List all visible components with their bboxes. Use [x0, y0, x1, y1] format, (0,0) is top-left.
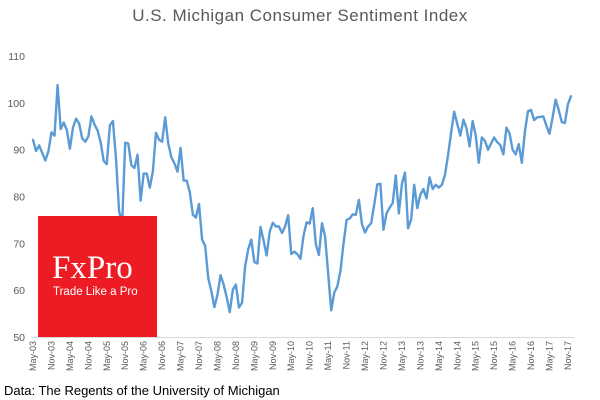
fxpro-logo-tagline: Trade Like a Pro	[53, 286, 138, 298]
x-tick-label: May-08	[212, 341, 222, 371]
x-tick-label: Nov-05	[120, 341, 130, 370]
x-tick-label: May-03	[28, 341, 38, 371]
x-tick-label: May-12	[360, 341, 370, 371]
data-source-note: Data: The Regents of the University of M…	[4, 383, 280, 398]
x-tick-label: Nov-16	[526, 341, 536, 370]
x-tick-label: May-06	[139, 341, 149, 371]
sentiment-series-line	[31, 83, 573, 314]
y-tick-label: 60	[13, 285, 25, 297]
x-tick-label: May-15	[471, 341, 481, 371]
y-tick-label: 100	[7, 98, 25, 110]
x-tick-label: May-13	[397, 341, 407, 371]
x-tick-label: Nov-14	[452, 341, 462, 370]
x-tick-label: Nov-08	[231, 341, 241, 370]
y-tick-label: 70	[13, 238, 25, 250]
x-tick-label: Nov-13	[415, 341, 425, 370]
x-tick-label: May-09	[249, 341, 259, 371]
x-tick-label: Nov-06	[157, 341, 167, 370]
chart-title: U.S. Michigan Consumer Sentiment Index	[132, 6, 468, 25]
x-tick-label: May-11	[323, 341, 333, 370]
y-tick-label: 50	[13, 332, 25, 344]
x-tick-label: Nov-09	[268, 341, 278, 370]
x-tick-label: May-10	[286, 341, 296, 371]
x-tick-label: May-05	[102, 341, 112, 371]
x-tick-label: Nov-11	[342, 341, 352, 369]
fxpro-logo-name: FxPro	[52, 250, 133, 286]
x-tick-label: May-14	[434, 341, 444, 371]
x-tick-label: Nov-07	[194, 341, 204, 370]
y-tick-label: 110	[8, 51, 25, 63]
x-tick-label: May-04	[65, 341, 75, 371]
x-tick-label: May-07	[176, 341, 186, 371]
x-tick-label: May-17	[544, 341, 554, 371]
x-tick-label: Nov-12	[378, 341, 388, 370]
x-tick-label: May-16	[508, 341, 518, 371]
x-tick-label: Nov-03	[46, 341, 56, 370]
y-tick-label: 80	[13, 192, 25, 204]
x-tick-label: Nov-10	[305, 341, 315, 370]
x-tick-label: Nov-17	[563, 341, 573, 370]
fxpro-logo	[38, 216, 157, 337]
x-tick-label: Nov-04	[83, 341, 93, 370]
y-tick-label: 90	[13, 145, 25, 157]
x-tick-label: Nov-15	[489, 341, 499, 370]
